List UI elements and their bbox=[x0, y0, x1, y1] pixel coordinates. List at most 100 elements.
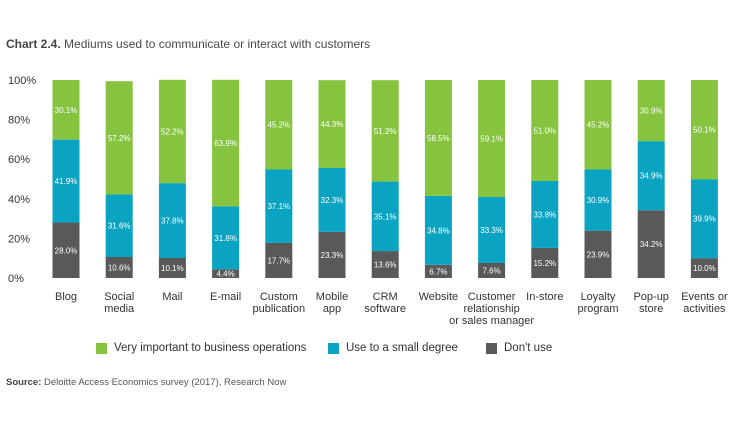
data-label: 45.2% bbox=[267, 121, 290, 130]
data-label: 52.2% bbox=[161, 127, 184, 136]
bar-segment bbox=[531, 247, 559, 278]
data-label: 34.8% bbox=[427, 226, 450, 235]
bar-segment bbox=[584, 80, 612, 170]
x-tick-label: Blog bbox=[55, 291, 77, 303]
data-label: 31.6% bbox=[108, 222, 131, 231]
bar-segment bbox=[478, 80, 506, 198]
bar-segment bbox=[158, 79, 186, 184]
data-label: 51.0% bbox=[533, 126, 556, 135]
data-label: 37.8% bbox=[161, 217, 184, 226]
bar-segment bbox=[265, 169, 293, 243]
data-label: 4.4% bbox=[216, 270, 234, 279]
bar-segment bbox=[212, 79, 240, 207]
data-label: 63.9% bbox=[214, 139, 237, 148]
bar-segment bbox=[371, 80, 399, 182]
bar-segment bbox=[584, 230, 612, 278]
x-tick-label: publication bbox=[253, 303, 306, 315]
data-label: 30.9% bbox=[587, 196, 610, 205]
data-label: 50.1% bbox=[693, 126, 716, 135]
legend-label: Very important to business operations bbox=[114, 342, 307, 354]
data-label: 10.6% bbox=[108, 264, 131, 273]
source-text: Deloitte Access Economics survey (2017),… bbox=[44, 377, 287, 388]
x-tick-label: Customer bbox=[468, 291, 516, 303]
bar-segment bbox=[690, 80, 718, 180]
source-note: Source: Deloitte Access Economics survey… bbox=[6, 377, 286, 388]
x-tick-label: relationship bbox=[463, 303, 519, 315]
legend-swatch bbox=[96, 342, 107, 354]
bar-segment bbox=[158, 183, 186, 259]
bar-segment bbox=[371, 181, 399, 252]
data-label: 33.8% bbox=[533, 210, 556, 219]
chart-title-text: Mediums used to communicate or interact … bbox=[64, 37, 371, 51]
bar-segment bbox=[318, 167, 346, 232]
bar-segment bbox=[318, 80, 346, 168]
bar-segment bbox=[52, 80, 80, 140]
x-tick-label: software bbox=[364, 303, 406, 315]
bar-segment bbox=[212, 269, 240, 278]
legend-swatch bbox=[486, 342, 497, 354]
bar-segment bbox=[424, 195, 452, 265]
data-label: 30.9% bbox=[640, 107, 663, 116]
x-tick-label: Mail bbox=[162, 291, 182, 303]
data-label: 39.9% bbox=[693, 215, 716, 224]
data-label: 6.7% bbox=[429, 267, 447, 276]
x-tick-label: CRM bbox=[373, 291, 398, 303]
y-tick-label: 20% bbox=[8, 233, 30, 245]
data-label: 30.1% bbox=[55, 106, 78, 115]
bar-segment bbox=[424, 264, 452, 278]
data-label: 13.6% bbox=[374, 261, 397, 270]
x-tick-label: Events or bbox=[681, 291, 728, 303]
data-label: 34.9% bbox=[640, 172, 663, 181]
bar-segment bbox=[265, 242, 293, 278]
y-tick-label: 60% bbox=[8, 154, 30, 166]
x-tick-label: app bbox=[323, 303, 341, 315]
data-label: 17.7% bbox=[267, 256, 290, 265]
data-label: 10.0% bbox=[693, 264, 716, 273]
x-tick-label: E-mail bbox=[210, 291, 241, 303]
y-tick-label: 100% bbox=[8, 75, 36, 87]
data-label: 44.3% bbox=[321, 120, 344, 129]
bar-segment bbox=[531, 180, 559, 248]
bar-segment bbox=[105, 257, 133, 278]
bar-segment bbox=[478, 197, 506, 263]
data-label: 28.0% bbox=[55, 246, 78, 255]
x-tick-label: program bbox=[578, 303, 619, 315]
bar-segment bbox=[690, 179, 718, 259]
bar-segment bbox=[52, 139, 80, 223]
bar-segment bbox=[478, 262, 506, 278]
data-label: 51.2% bbox=[374, 127, 397, 136]
data-label: 7.6% bbox=[482, 266, 500, 275]
x-tick-label: Website bbox=[419, 291, 459, 303]
x-tick-label: Pop-up bbox=[633, 291, 668, 303]
bar-segment bbox=[318, 231, 346, 278]
chart-title: Chart 2.4. Mediums used to communicate o… bbox=[6, 37, 370, 51]
stacked-bar-chart: 0% 20% 40% 60% 80% 100% 28.0% 41.9% 30.1% Blog 10.… bbox=[8, 75, 728, 327]
bar-segment bbox=[52, 222, 80, 278]
x-tick-label: Custom bbox=[260, 291, 298, 303]
bar-segment bbox=[690, 258, 718, 278]
x-tick-label: or sales manager bbox=[449, 315, 534, 327]
source-label: Source: bbox=[6, 377, 42, 388]
y-tick-label: 0% bbox=[8, 273, 24, 285]
bar-segment bbox=[105, 81, 133, 195]
bar-segment bbox=[105, 194, 133, 258]
data-label: 58.5% bbox=[427, 134, 450, 143]
x-tick-label: Mobile bbox=[316, 291, 348, 303]
bar-segment bbox=[637, 210, 665, 278]
data-label: 59.1% bbox=[480, 135, 503, 144]
bar-segment bbox=[212, 206, 240, 270]
data-label: 23.9% bbox=[587, 250, 610, 259]
data-label: 34.2% bbox=[640, 240, 663, 249]
legend-label: Don't use bbox=[504, 342, 553, 354]
data-label: 37.1% bbox=[267, 202, 290, 211]
legend-swatch bbox=[328, 342, 339, 354]
legend-item: Use to a small degree bbox=[328, 342, 458, 354]
x-tick-label: media bbox=[104, 303, 135, 315]
data-label: 57.2% bbox=[108, 134, 131, 143]
legend-label: Use to a small degree bbox=[346, 342, 458, 354]
y-tick-label: 80% bbox=[8, 115, 30, 127]
legend-item: Very important to business operations bbox=[96, 342, 306, 354]
data-label: 31.8% bbox=[214, 234, 237, 243]
legend-item: Don't use bbox=[486, 342, 552, 354]
bar-segment bbox=[424, 80, 452, 196]
